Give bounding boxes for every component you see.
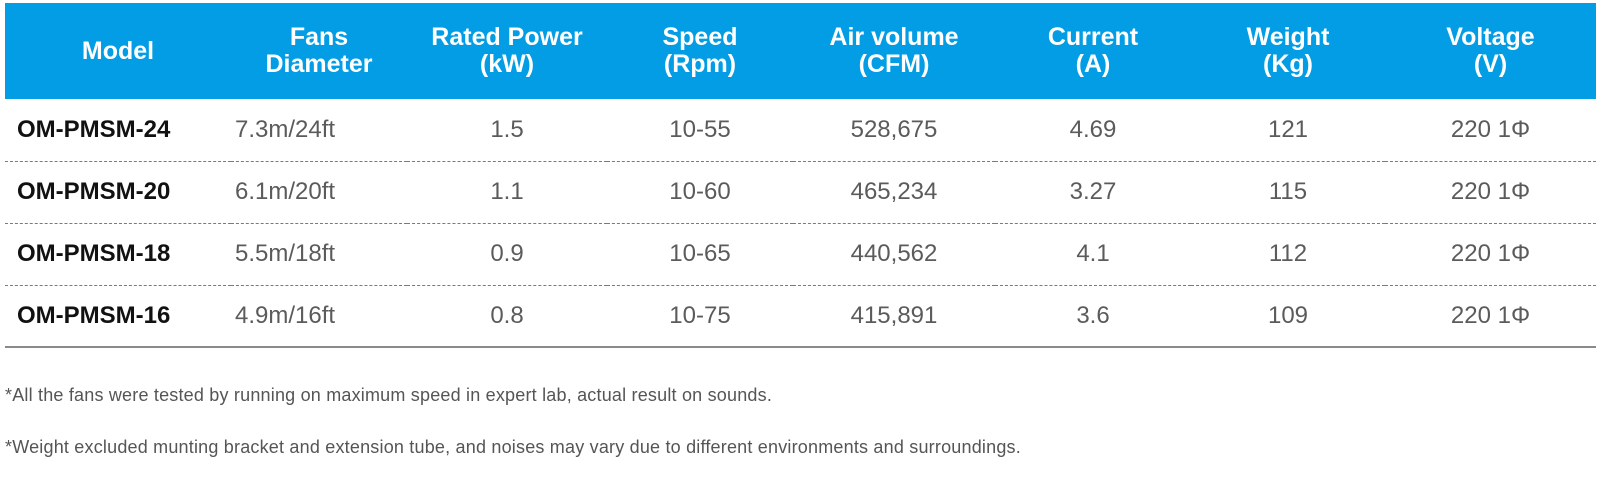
cell-rated-power: 1.1 (490, 178, 524, 205)
cell-air-volume: 415,891 (850, 301, 938, 329)
cell-weight: 109 (1267, 301, 1309, 329)
header-current: Current (A) (1047, 23, 1139, 78)
table-row: OM-PMSM-20 6.1m/20ft 1.1 10-60 465,234 3… (5, 161, 1596, 223)
cell-fans-diameter: 5.5m/18ft (235, 240, 336, 267)
table-row: OM-PMSM-24 7.3m/24ft 1.5 10-55 528,675 4… (5, 99, 1596, 161)
header-model: Model (81, 36, 155, 65)
cell-voltage: 220 1Φ (1450, 301, 1531, 329)
cell-voltage: 220 1Φ (1450, 240, 1531, 267)
cell-fans-diameter: 4.9m/16ft (235, 301, 336, 329)
cell-current: 4.1 (1076, 240, 1110, 267)
header-speed: Speed (Rpm) (662, 23, 738, 78)
cell-voltage: 220 1Φ (1450, 178, 1531, 205)
cell-air-volume: 440,562 (850, 240, 938, 267)
header-rated-power: Rated Power (kW) (431, 23, 583, 78)
cell-rated-power: 0.8 (490, 301, 524, 329)
header-air-volume: Air volume (CFM) (829, 23, 959, 78)
table-row: OM-PMSM-16 4.9m/16ft 0.8 10-75 415,891 3… (5, 285, 1596, 347)
cell-speed: 10-75 (669, 301, 731, 329)
cell-fans-diameter: 6.1m/20ft (235, 178, 336, 205)
cell-model: OM-PMSM-20 (17, 178, 171, 205)
cell-weight: 121 (1267, 115, 1309, 143)
cell-voltage: 220 1Φ (1450, 115, 1531, 143)
cell-fans-diameter: 7.3m/24ft (235, 115, 336, 143)
cell-rated-power: 0.9 (490, 240, 524, 267)
cell-current: 4.69 (1069, 115, 1117, 143)
table-body: OM-PMSM-24 7.3m/24ft 1.5 10-55 528,675 4… (5, 99, 1596, 347)
cell-air-volume: 528,675 (850, 115, 938, 143)
header-voltage: Voltage (V) (1446, 23, 1535, 78)
cell-speed: 10-65 (669, 240, 731, 267)
cell-speed: 10-55 (669, 115, 731, 143)
cell-air-volume: 465,234 (850, 178, 938, 205)
table-row: OM-PMSM-18 5.5m/18ft 0.9 10-65 440,562 4… (5, 223, 1596, 285)
cell-weight: 115 (1268, 178, 1308, 205)
footnote-test-conditions: *All the fans were tested by running on … (5, 385, 773, 405)
cell-current: 3.6 (1076, 301, 1110, 329)
cell-speed: 10-60 (669, 178, 731, 205)
header-row: Model Fans Diameter Rated Power (kW) Speed… (5, 3, 1596, 99)
cell-weight: 112 (1268, 240, 1308, 267)
header-weight: Weight (Kg) (1246, 23, 1330, 78)
cell-model: OM-PMSM-18 (17, 240, 171, 267)
spec-table: Model Fans Diameter Rated Power (kW) Speed… (5, 3, 1596, 348)
footnote-weight-exclusion: *Weight excluded munting bracket and ext… (5, 437, 1021, 457)
cell-model: OM-PMSM-24 (17, 115, 171, 143)
cell-rated-power: 1.5 (490, 115, 524, 143)
cell-current: 3.27 (1069, 178, 1117, 205)
table-header: Model Fans Diameter Rated Power (kW) Speed… (5, 3, 1596, 99)
header-fans-diameter: Fans Diameter (265, 23, 373, 78)
cell-model: OM-PMSM-16 (17, 301, 171, 329)
